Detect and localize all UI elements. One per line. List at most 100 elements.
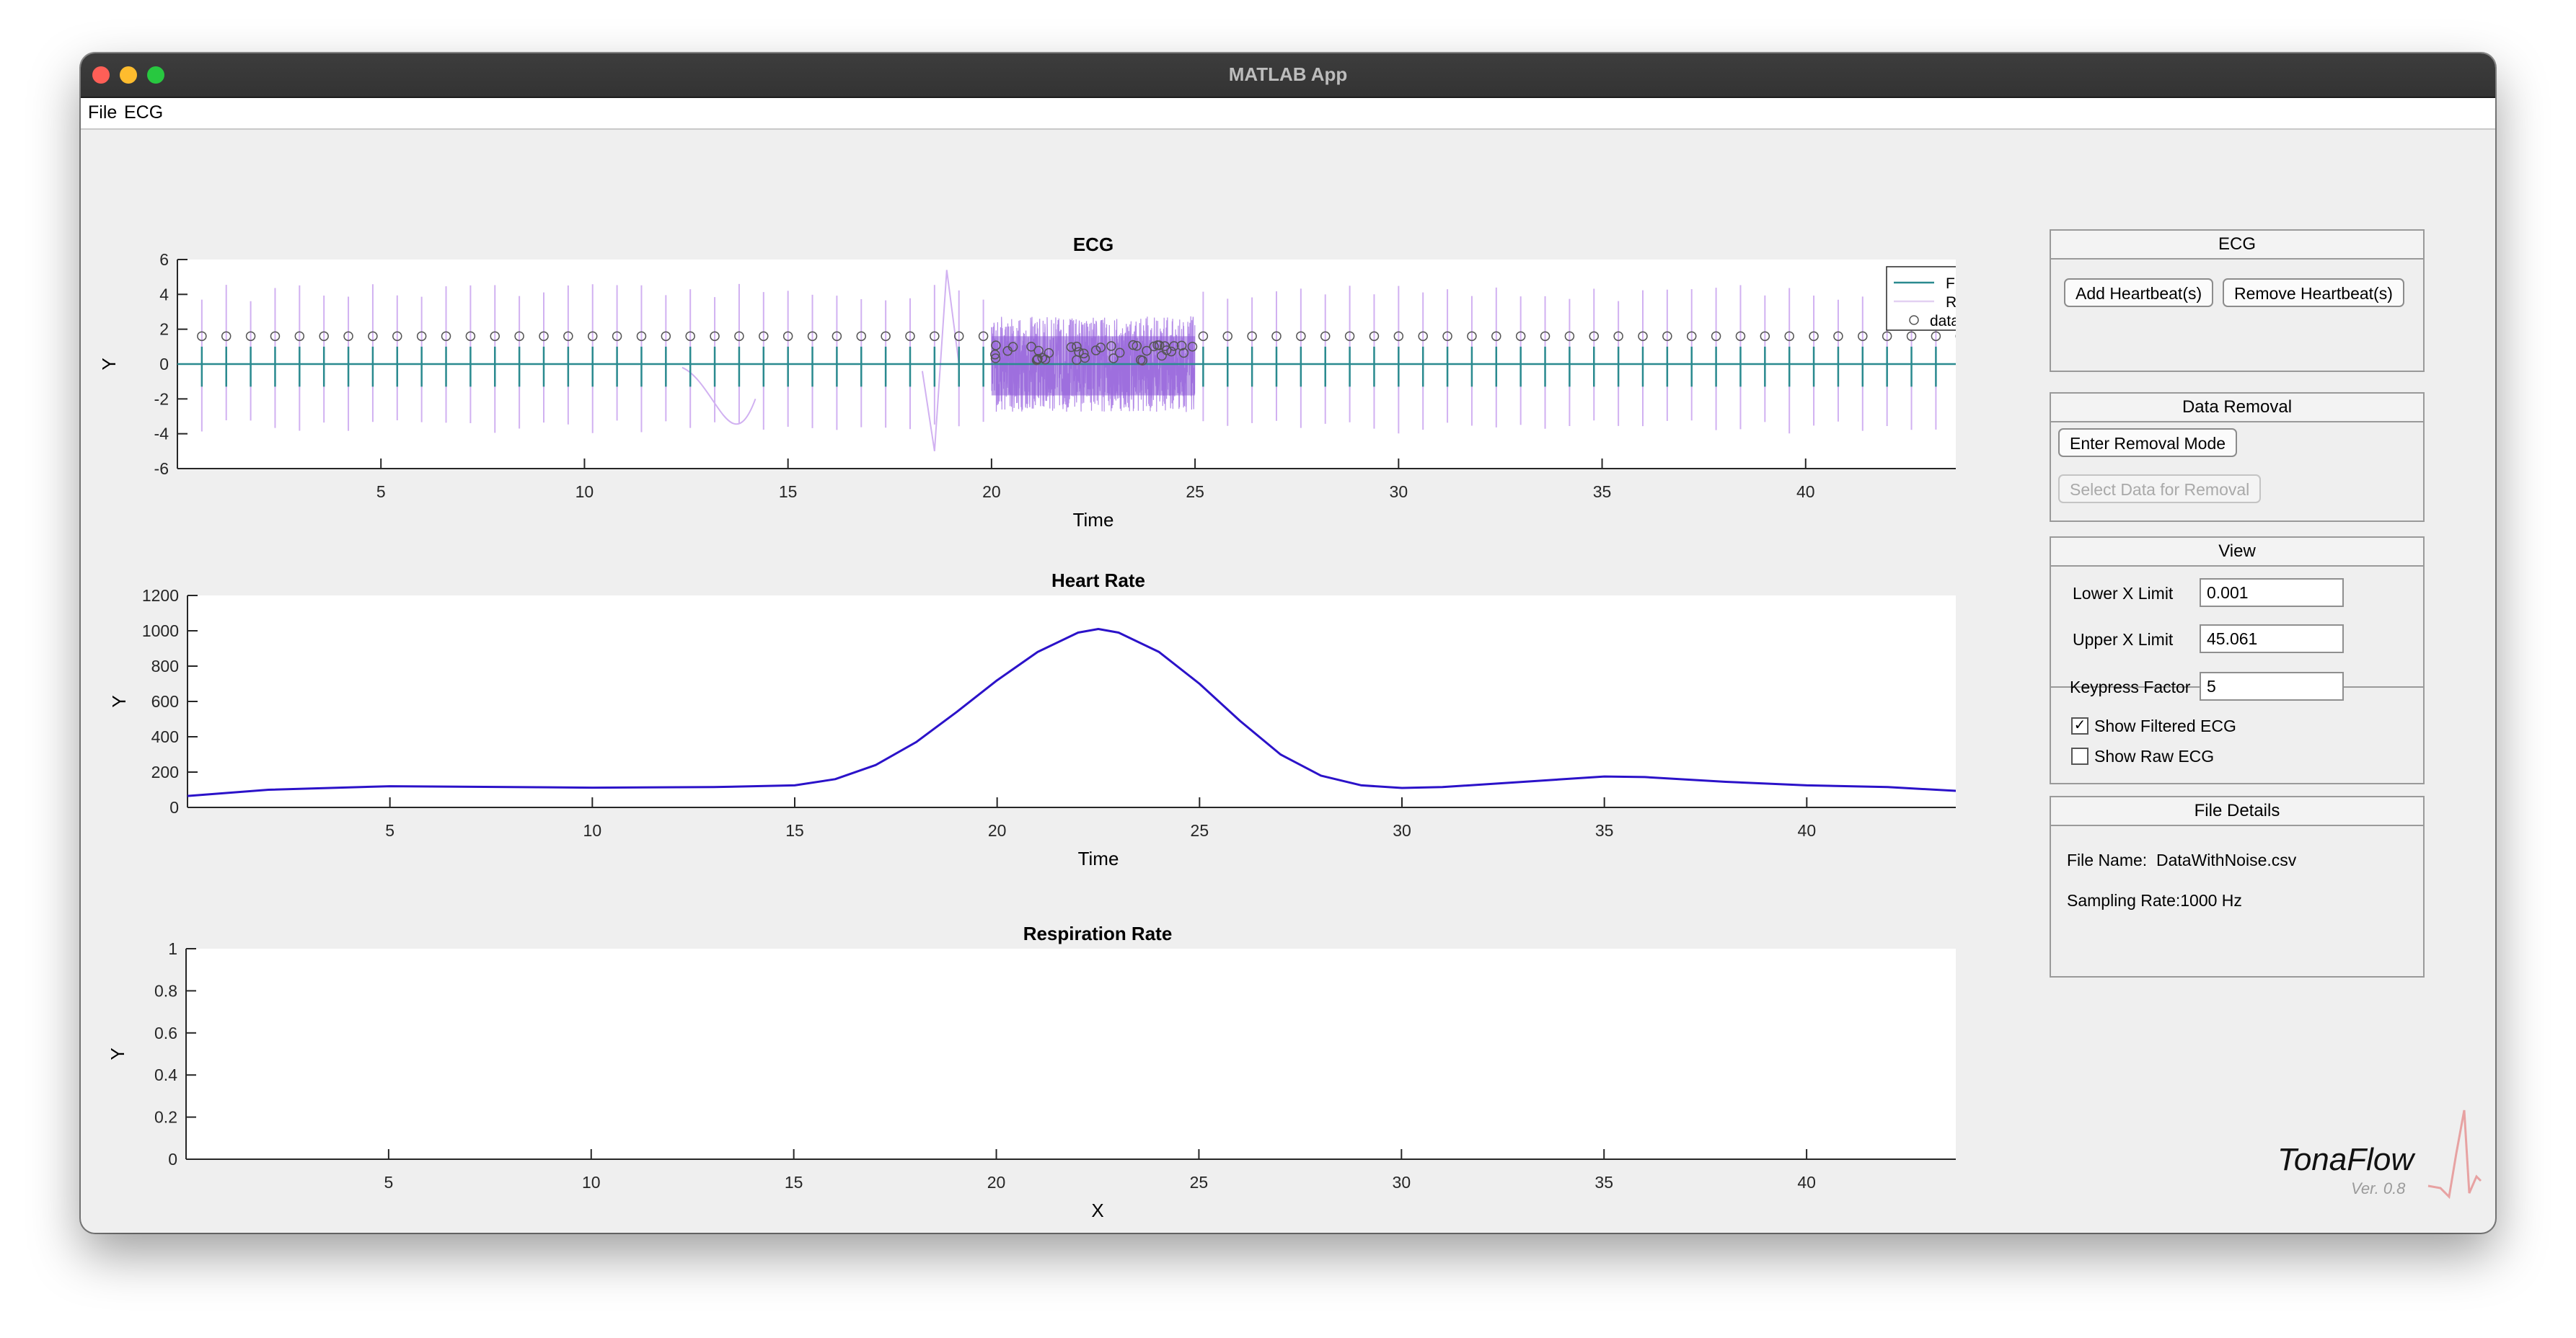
show-raw-ecg-checkbox[interactable]: Show Raw ECG — [2071, 747, 2214, 766]
heart_rate-x-tick-label: 40 — [1798, 821, 1817, 840]
ecg-marker-point — [1662, 331, 1672, 342]
ecg-y-label: Y — [98, 358, 120, 370]
ecg-marker-point — [1711, 331, 1721, 342]
ecg-marker-point — [1467, 331, 1477, 342]
heart-rate-series — [187, 628, 1956, 797]
show-filtered-ecg-checkmark[interactable]: ✓ — [2071, 717, 2088, 735]
show-raw-ecg-checkmark[interactable] — [2071, 747, 2088, 765]
ecg-marker-point — [1079, 348, 1089, 359]
file-details-panel-title: File Details — [2051, 797, 2423, 826]
ecg-marker-point — [1114, 347, 1125, 358]
ecg-marker-point — [1906, 331, 1917, 342]
ecg-marker-point — [539, 331, 549, 342]
enter-removal-mode-button[interactable]: Enter Removal Mode — [2058, 428, 2238, 457]
show-filtered-ecg-checkbox[interactable]: ✓ Show Filtered ECG — [2071, 717, 2236, 736]
ecg-marker-point — [1080, 353, 1090, 363]
remove-heartbeat-button[interactable]: Remove Heartbeat(s) — [2223, 278, 2404, 307]
respiration-x-label: X — [1091, 1200, 1103, 1221]
ecg-marker-point — [514, 331, 524, 342]
keypress-factor-input[interactable]: 5 — [2200, 672, 2344, 701]
minimize-window-button[interactable] — [120, 66, 137, 84]
upper-x-limit-label: Upper X Limit — [2073, 630, 2174, 649]
heart_rate-axes: 51015202530354045020040060080010001200He… — [108, 570, 1956, 869]
menu-file[interactable]: File — [88, 102, 118, 123]
ecg-marker-point — [1393, 331, 1404, 342]
heart_rate-y-tick-label: 1000 — [142, 621, 179, 640]
ecg-marker-point — [1931, 331, 1941, 342]
ecg-marker-point — [1132, 341, 1142, 351]
ecg-marker-point — [930, 331, 940, 342]
ecg-marker-point — [1198, 331, 1209, 342]
ecg-marker-point — [1142, 345, 1152, 356]
lower-x-limit-input[interactable]: 0.001 — [2200, 578, 2344, 607]
ecg-marker-point — [953, 331, 964, 342]
ecg-title: ECG — [1073, 234, 1113, 255]
respiration-x-tick-label: 10 — [582, 1173, 601, 1192]
respiration-title: Respiration Rate — [1023, 923, 1173, 944]
ecg-marker-point — [991, 340, 1001, 350]
ecg-marker-point — [636, 331, 647, 342]
heart_rate-y-tick-label: 0 — [169, 798, 179, 817]
charts-area: 51015202530354045-6-4-20246ECGTimeYFilte… — [98, 234, 1956, 1221]
ecg-marker-point — [1152, 340, 1163, 350]
ecg-marker-point — [685, 331, 695, 342]
respiration-x-tick-label: 15 — [785, 1173, 803, 1192]
ecg-marker-point — [1442, 331, 1452, 342]
show-raw-ecg-label: Show Raw ECG — [2094, 747, 2215, 766]
heart_rate-x-tick-label: 35 — [1595, 821, 1614, 840]
file-details-panel: File Details File Name: DataWithNoise.cs… — [2050, 796, 2425, 978]
upper-x-limit-input[interactable]: 45.061 — [2200, 624, 2344, 653]
ecg-marker-point — [1108, 353, 1119, 363]
ecg-marker-point — [1613, 331, 1623, 342]
heart_rate-title: Heart Rate — [1051, 570, 1145, 591]
ecg-legend-entry: data1 — [1930, 313, 1956, 329]
heart_rate-y-tick-label: 600 — [151, 692, 179, 711]
respiration-y-tick-label: 1 — [168, 939, 177, 958]
ecg-x-tick-label: 35 — [1593, 482, 1612, 501]
ecg-marker-point — [1033, 353, 1043, 364]
respiration-x-tick-label: 20 — [987, 1173, 1006, 1192]
ecg-marker-point — [990, 353, 1001, 363]
add-heartbeat-button[interactable]: Add Heartbeat(s) — [2064, 278, 2214, 307]
ecg-marker-point — [612, 331, 622, 342]
ecg-marker-point — [1858, 331, 1868, 342]
heart_rate-x-tick-label: 5 — [385, 821, 394, 840]
respiration-x-tick-label: 35 — [1594, 1173, 1613, 1192]
heart_rate-x-tick-label: 20 — [988, 821, 1007, 840]
ecg-marker-point — [1026, 342, 1036, 352]
ecg-marker-point — [441, 331, 451, 342]
ecg-marker-point — [1090, 345, 1101, 355]
respiration-y-tick-label: 0.8 — [154, 981, 177, 1000]
ecg-marker-point — [734, 331, 744, 342]
ecg-marker-point — [1002, 346, 1013, 356]
ecg-marker-point — [1166, 346, 1176, 357]
ecg-marker-point — [905, 331, 915, 342]
ecg-marker-point — [1882, 331, 1892, 342]
respiration-y-label: Y — [107, 1047, 128, 1060]
ecg-noise-fill — [991, 336, 1196, 396]
menu-ecg[interactable]: ECG — [124, 102, 164, 123]
ecg-marker-point — [1128, 340, 1138, 350]
ecg-marker-point — [1638, 331, 1648, 342]
ecg-marker-point — [710, 331, 720, 342]
data-removal-panel-title: Data Removal — [2051, 394, 2423, 422]
heart_rate-y-label: Y — [108, 695, 130, 707]
ecg-marker-point — [319, 331, 329, 342]
heart_rate-y-tick-label: 200 — [151, 763, 179, 781]
respiration-y-tick-label: 0 — [168, 1150, 177, 1169]
ecg-legend-swatch — [1909, 315, 1919, 325]
ecg-marker-point — [1187, 342, 1198, 352]
ecg-marker-point — [1161, 345, 1172, 355]
ecg-marker-point — [1031, 355, 1042, 365]
heart_rate-y-tick-label: 1200 — [142, 586, 179, 605]
close-window-button[interactable] — [92, 66, 110, 84]
ecg-y-tick-label: 6 — [159, 250, 169, 269]
select-data-for-removal-button[interactable]: Select Data for Removal — [2058, 474, 2262, 503]
view-panel-title: View — [2051, 538, 2423, 567]
zoom-window-button[interactable] — [147, 66, 164, 84]
respiration-plot-area — [186, 949, 1956, 1159]
ecg-marker-point — [490, 331, 500, 342]
respiration-axes: 5101520253035404500.20.40.60.81Respirati… — [107, 923, 1956, 1221]
ecg-filtered-series — [177, 346, 1956, 387]
ecg-axes: 51015202530354045-6-4-20246ECGTimeYFilte… — [98, 234, 1956, 531]
